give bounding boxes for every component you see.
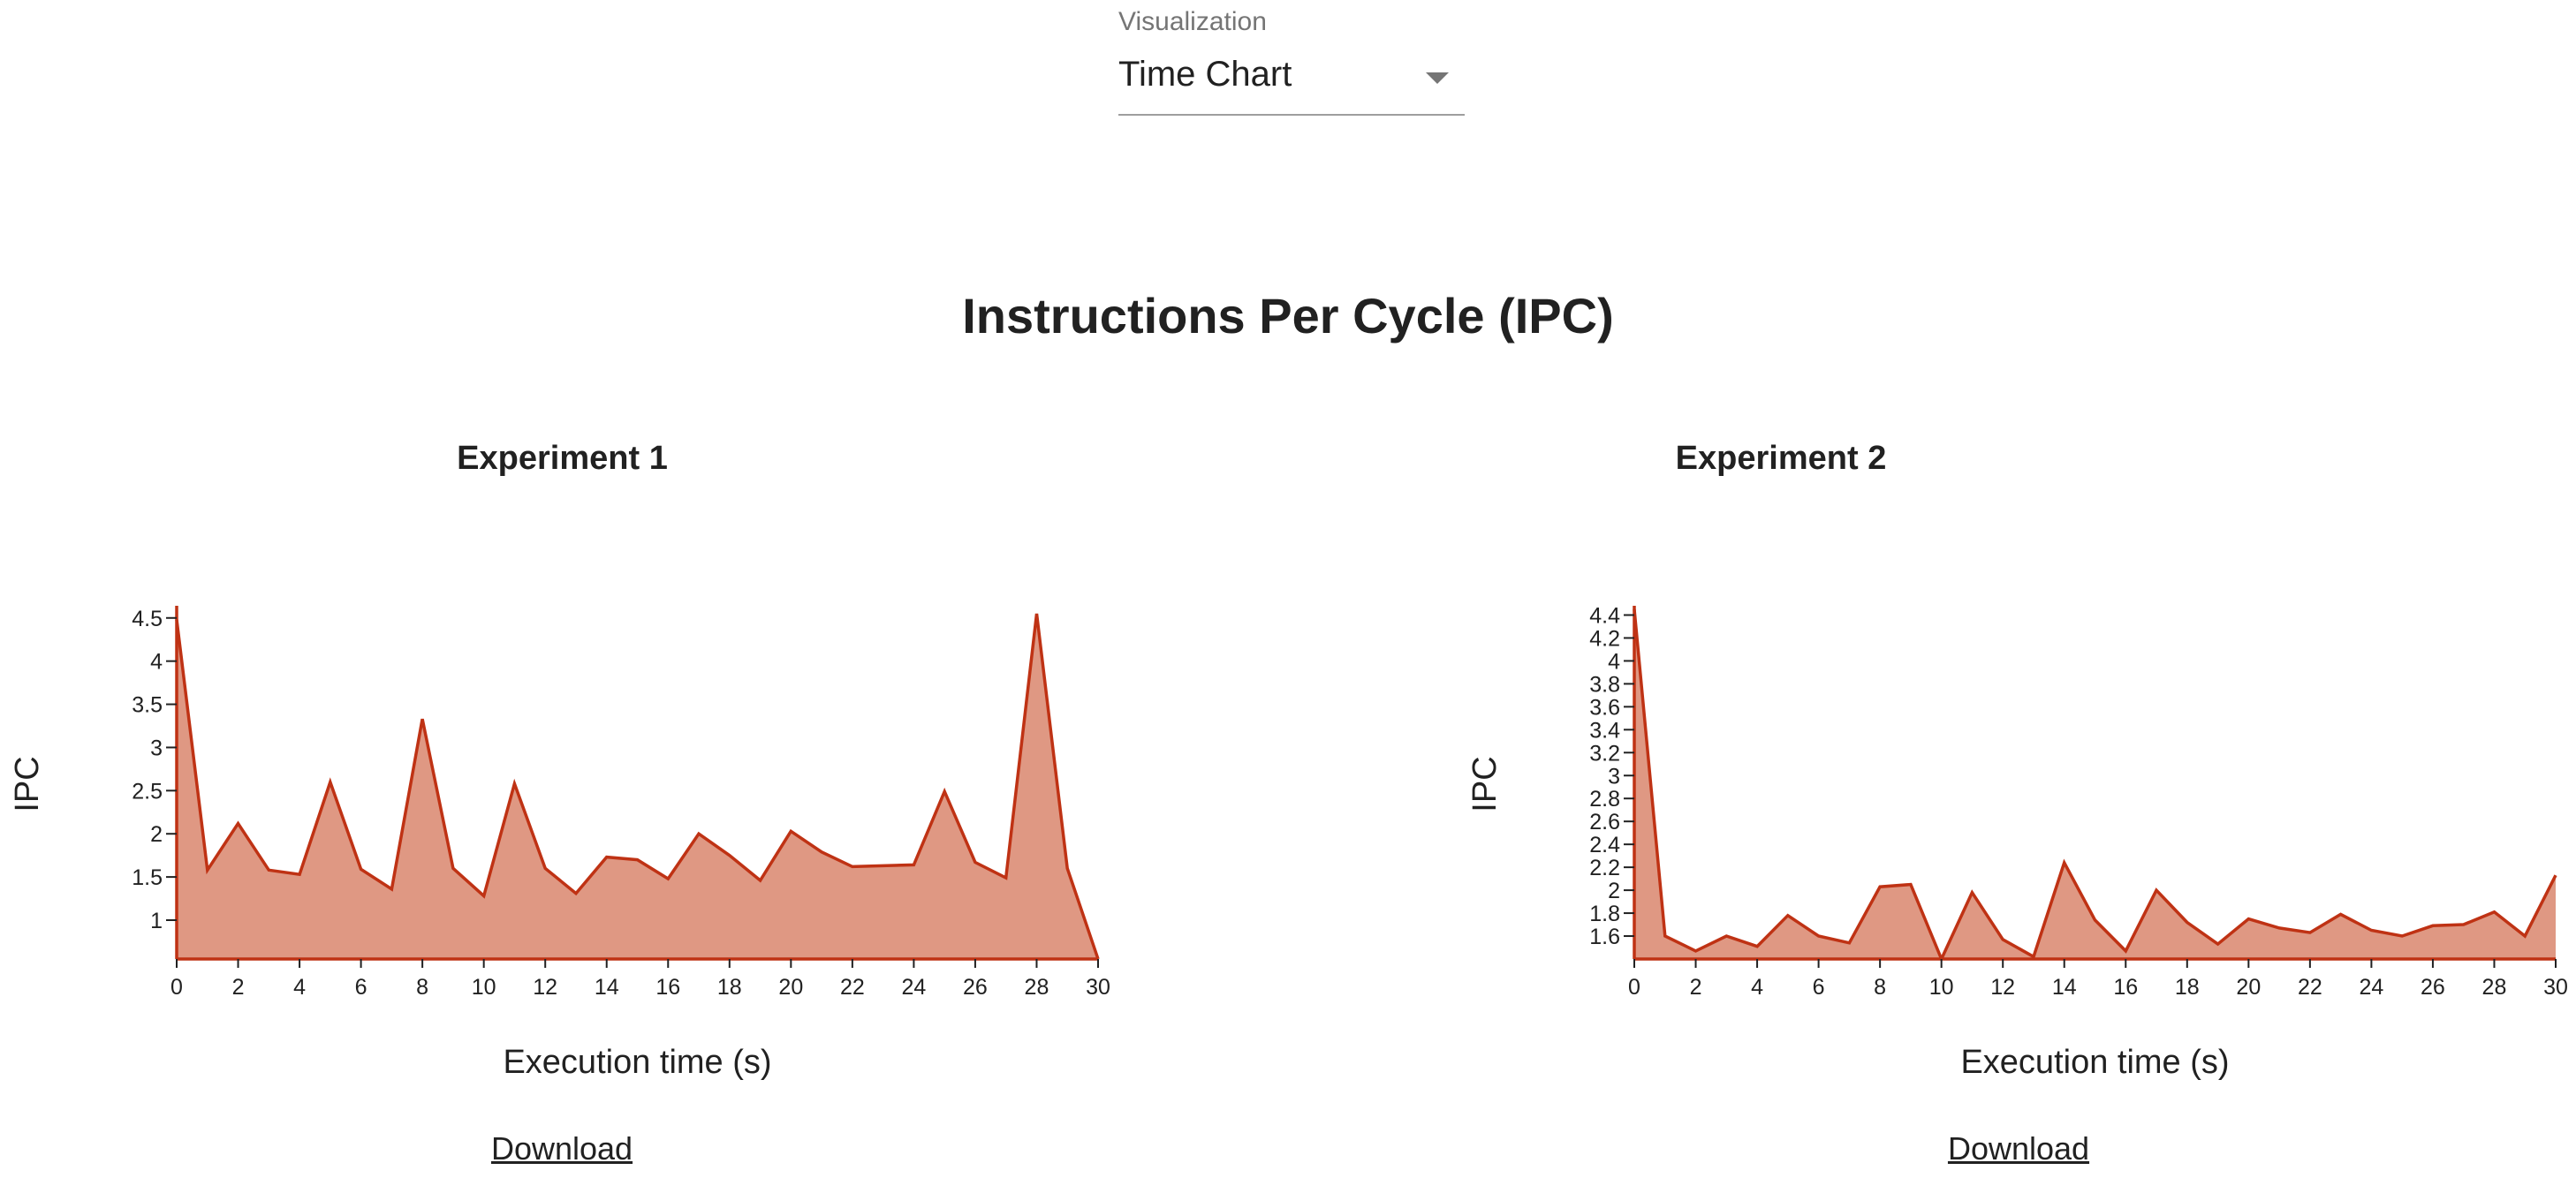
y-tick-label: 2.4 [1589, 833, 1620, 857]
y-tick-label: 4.2 [1589, 626, 1620, 651]
page-title: Instructions Per Cycle (IPC) [962, 288, 1614, 344]
x-tick-label: 30 [1086, 975, 1110, 1000]
y-tick-label: 4.4 [1589, 603, 1620, 628]
y-tick-label: 4 [150, 650, 163, 675]
x-tick-label: 22 [840, 975, 865, 1000]
x-tick-label: 6 [355, 975, 367, 1000]
download-link[interactable]: Download [490, 1130, 633, 1167]
chart-panel-experiment-2: Experiment 2 0 2 4 6 8 10 12 14 16 18 20 22 24 26 28 30… [1288, 415, 2576, 1178]
x-tick-label: 24 [2359, 975, 2383, 1000]
x-tick-label: 0 [1628, 975, 1640, 1000]
y-tick-label: 1 [150, 909, 163, 933]
series-line [1633, 608, 2557, 963]
visualization-value[interactable]: Time Chart [1118, 55, 1292, 94]
y-tick-label: 1.6 [1589, 925, 1620, 949]
x-tick-label: 12 [533, 975, 557, 1000]
x-tick-label: 26 [2421, 975, 2445, 1000]
x-tick-label: 24 [901, 975, 926, 1000]
x-tick-label: 2 [1690, 975, 1702, 1000]
chart-title: Experiment 1 [457, 440, 668, 477]
x-tick-label: 20 [2236, 975, 2261, 1000]
y-tick-label: 1.8 [1589, 902, 1620, 926]
x-tick-label: 12 [1990, 975, 2015, 1000]
x-tick-label: 4 [293, 975, 306, 1000]
y-tick-label: 2.8 [1589, 787, 1620, 812]
y-axis-title: IPC [9, 756, 46, 812]
y-tick-label: 2 [1608, 879, 1620, 903]
x-tick-label: 18 [717, 975, 742, 1000]
x-tick-label: 0 [170, 975, 183, 1000]
x-tick-label: 14 [595, 975, 619, 1000]
chart-experiment-2: 0 2 4 6 8 10 12 14 16 18 20 22 24 26 28 301.61.822.22.4… [1466, 603, 2568, 1081]
y-tick-label: 2.5 [132, 779, 163, 804]
x-tick-label: 22 [2298, 975, 2322, 1000]
y-tick-label: 2 [150, 822, 163, 847]
x-tick-label: 16 [655, 975, 680, 1000]
y-tick-label: 3.6 [1589, 695, 1620, 720]
x-tick-label: 8 [416, 975, 428, 1000]
series-area [177, 613, 1098, 959]
x-tick-label: 10 [1929, 975, 1954, 1000]
chart-panel-experiment-1: Experiment 1 0 2 4 6 8 10 12 14 16 18 20 22 24 26 28 30… [0, 415, 1288, 1178]
y-tick-label: 3.4 [1589, 718, 1620, 743]
x-tick-label: 30 [2543, 975, 2568, 1000]
select-underline [1118, 114, 1465, 116]
y-axis-title: IPC [1466, 756, 1504, 812]
x-axis-title: Execution time (s) [1960, 1044, 2229, 1081]
series-line [175, 613, 1100, 960]
chart-experiment-1: 0 2 4 6 8 10 12 14 16 18 20 22 24 26 28 3011.522.533.54… [9, 606, 1110, 1081]
x-tick-label: 4 [1751, 975, 1763, 1000]
download-link[interactable]: Download [1947, 1130, 2090, 1167]
x-tick-label: 20 [778, 975, 803, 1000]
y-tick-label: 2.2 [1589, 856, 1620, 880]
x-tick-label: 28 [2482, 975, 2507, 1000]
chart-title: Experiment 2 [1675, 440, 1887, 477]
x-axis-title: Execution time (s) [503, 1044, 771, 1081]
visualization-select[interactable]: Visualization Time Chart [1118, 7, 1465, 117]
y-tick-label: 4.5 [132, 607, 163, 631]
x-tick-label: 28 [1025, 975, 1049, 1000]
x-tick-label: 16 [2113, 975, 2138, 1000]
y-tick-label: 2.6 [1589, 810, 1620, 834]
visualization-label: Visualization [1118, 7, 1267, 36]
x-tick-label: 8 [1874, 975, 1886, 1000]
y-tick-label: 4 [1608, 649, 1620, 674]
x-tick-label: 2 [232, 975, 245, 1000]
x-tick-label: 18 [2175, 975, 2200, 1000]
y-tick-label: 3.2 [1589, 741, 1620, 766]
dropdown-arrow-icon[interactable] [1426, 72, 1449, 84]
y-tick-label: 3 [1608, 764, 1620, 789]
x-tick-label: 10 [472, 975, 496, 1000]
y-tick-label: 1.5 [132, 865, 163, 890]
y-tick-label: 3 [150, 736, 163, 760]
y-tick-label: 3.8 [1589, 672, 1620, 697]
x-tick-label: 14 [2052, 975, 2077, 1000]
y-tick-label: 3.5 [132, 693, 163, 718]
x-tick-label: 26 [963, 975, 988, 1000]
x-tick-label: 6 [1813, 975, 1825, 1000]
series-area [1634, 609, 2556, 959]
